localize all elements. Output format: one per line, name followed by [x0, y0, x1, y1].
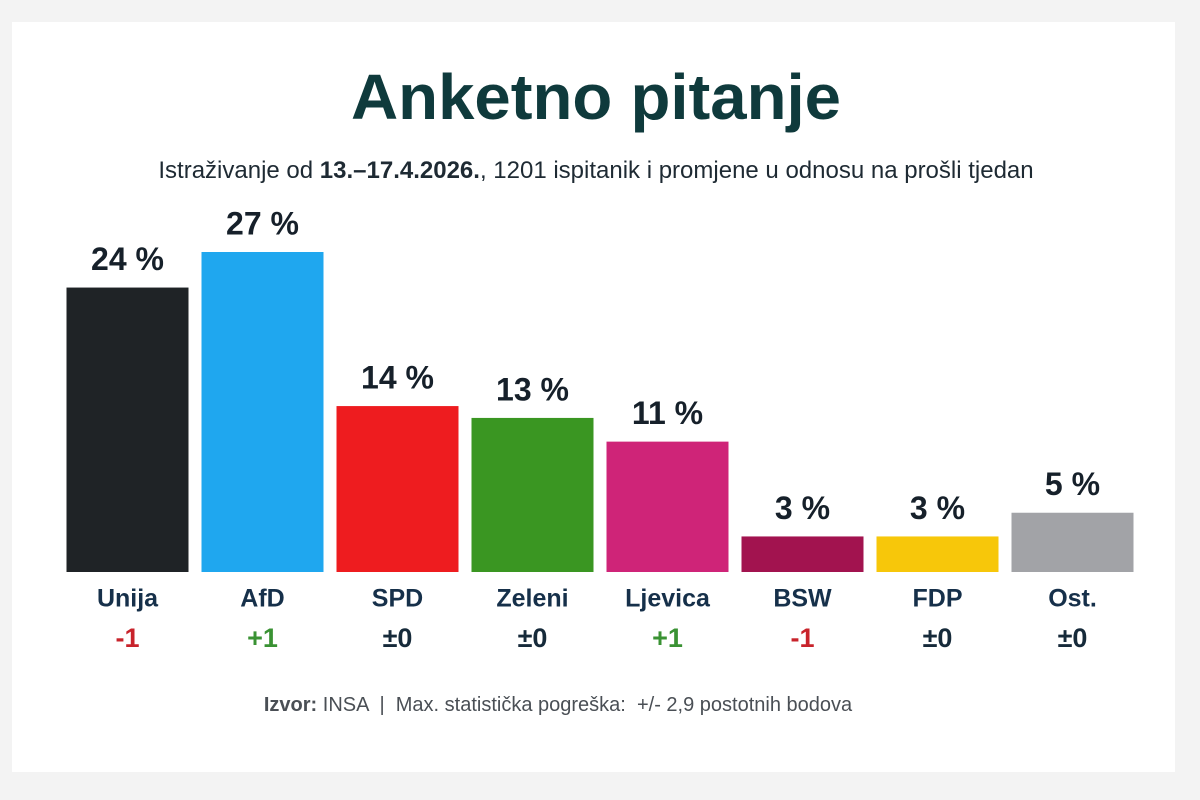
- change-label: +1: [652, 623, 683, 653]
- value-label: 5 %: [1045, 466, 1100, 502]
- value-label: 14 %: [361, 360, 434, 396]
- value-label: 24 %: [91, 241, 164, 277]
- bar: [201, 252, 324, 572]
- category-label: BSW: [773, 585, 832, 613]
- change-label: ±0: [518, 623, 548, 653]
- category-label: Ljevica: [625, 585, 711, 613]
- value-label: 13 %: [496, 371, 569, 407]
- source: Izvor: INSA | Max. statistička pogreška:…: [264, 694, 853, 716]
- category-label: AfD: [240, 585, 284, 613]
- change-label: +1: [247, 623, 278, 653]
- subtitle-part: Istraživanje od: [158, 157, 319, 184]
- bar: [741, 536, 864, 572]
- subtitle-date: 13.–17.4.2026.: [320, 157, 480, 184]
- bar: [876, 536, 999, 572]
- category-label: Zeleni: [496, 585, 568, 613]
- source-text: INSA | Max. statistička pogreška: +/- 2,…: [317, 694, 853, 716]
- change-label: ±0: [1058, 623, 1088, 653]
- chart-title: Anketno pitanje: [351, 61, 841, 133]
- change-label: -1: [790, 623, 814, 653]
- source-label: Izvor:: [264, 694, 317, 716]
- subtitle: Istraživanje od 13.–17.4.2026., 1201 isp…: [158, 157, 1033, 184]
- change-label: -1: [115, 623, 139, 653]
- category-label: Unija: [97, 585, 159, 613]
- bar: [606, 441, 729, 572]
- value-label: 3 %: [910, 490, 965, 526]
- bar: [471, 417, 594, 572]
- category-label: Ost.: [1048, 585, 1097, 613]
- value-label: 27 %: [226, 205, 299, 241]
- category-label: SPD: [372, 585, 423, 613]
- category-label: FDP: [913, 585, 963, 613]
- bar: [66, 287, 189, 572]
- bar: [1011, 512, 1134, 572]
- change-label: ±0: [383, 623, 413, 653]
- bar: [336, 406, 459, 572]
- value-label: 3 %: [775, 490, 830, 526]
- subtitle-part: , 1201 ispitanik i promjene u odnosu na …: [480, 157, 1034, 184]
- value-label: 11 %: [632, 395, 703, 431]
- change-label: ±0: [923, 623, 953, 653]
